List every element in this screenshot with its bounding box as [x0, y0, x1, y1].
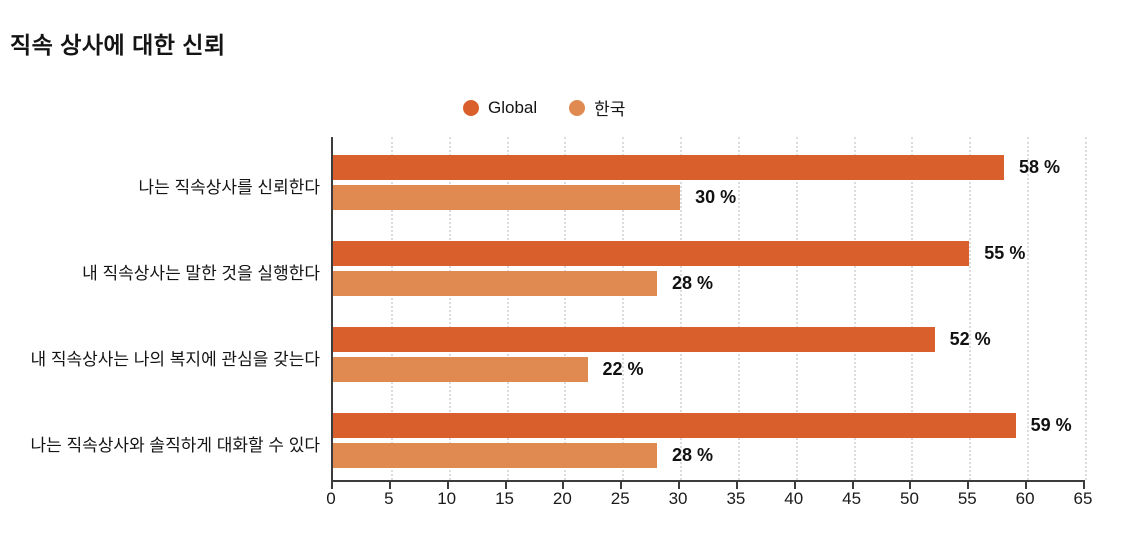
value-label-korea-group-2: 22 % [602, 359, 644, 379]
x-tick-mark-60 [1025, 480, 1028, 489]
x-tick-mark-45 [851, 480, 854, 489]
x-tick-label-25: 25 [610, 489, 630, 508]
gridline-x-25 [622, 137, 625, 480]
x-tick-mark-65 [1083, 480, 1085, 489]
gridline-x-10 [448, 137, 451, 480]
bar-korea-group-1 [333, 271, 657, 296]
bar-korea-group-0 [333, 185, 681, 210]
x-tick-mark-40 [793, 480, 796, 489]
x-tick-label-50: 50 [899, 489, 919, 508]
bar-korea-group-2 [333, 357, 588, 382]
bar-global-group-3 [333, 413, 1016, 438]
x-tick-mark-25 [620, 480, 623, 489]
value-label-korea-group-0: 30 % [695, 187, 737, 207]
legend-item-global: Global [463, 98, 537, 118]
value-label-korea-group-3: 28 % [671, 445, 713, 465]
x-tick-mark-10 [446, 480, 449, 489]
chart-legend: Global 한국 [463, 95, 625, 120]
x-tick-label-45: 45 [842, 489, 862, 508]
gridline-x-20 [564, 137, 567, 480]
bar-global-group-2 [333, 327, 935, 352]
x-tick-label-15: 15 [495, 489, 514, 508]
gridline-x-35 [737, 137, 740, 480]
x-tick-label-30: 30 [668, 489, 688, 508]
gridline-x-45 [853, 137, 856, 480]
legend-label-global: Global [488, 97, 538, 117]
chart-title: 직속 상사에 대한 신뢰 [10, 32, 226, 58]
gridline-x-60 [1027, 137, 1030, 480]
legend-label-korea: 한국 [594, 100, 626, 119]
value-label-global-group-2: 52 % [949, 329, 991, 349]
x-tick-label-20: 20 [552, 489, 572, 508]
x-tick-mark-5 [388, 480, 391, 489]
gridline-x-5 [390, 137, 393, 480]
x-tick-label-60: 60 [1015, 489, 1035, 508]
gridline-x-15 [506, 137, 509, 480]
legend-dot-global-icon [463, 99, 479, 116]
x-tick-label-0: 0 [326, 489, 336, 508]
value-label-korea-group-1: 28 % [671, 273, 713, 293]
x-tick-label-55: 55 [957, 489, 977, 508]
x-tick-mark-20 [562, 480, 565, 489]
gridline-x-65 [1085, 137, 1087, 480]
plot-area: 58 % 30 % 55 % 28 % 52 % 22 % 59 % 28 % [331, 137, 1087, 482]
category-label-1: 내 직속상사는 말한 것을 실행한다 [82, 263, 320, 283]
category-label-0: 나는 직속상사를 신뢰한다 [138, 177, 321, 197]
bar-global-group-0 [333, 155, 1004, 180]
value-label-global-group-3: 59 % [1030, 415, 1072, 435]
gridline-x-40 [795, 137, 798, 480]
gridline-x-50 [911, 137, 914, 480]
legend-dot-korea-icon [569, 99, 586, 116]
category-label-2: 내 직속상사는 나의 복지에 관심을 갖는다 [30, 349, 321, 369]
x-tick-mark-30 [678, 480, 681, 489]
x-tick-label-35: 35 [726, 489, 746, 508]
legend-item-korea: 한국 [569, 95, 625, 120]
value-label-global-group-1: 55 % [984, 243, 1026, 263]
x-tick-mark-35 [735, 480, 738, 489]
x-tick-label-40: 40 [784, 489, 804, 508]
bar-global-group-1 [333, 241, 970, 266]
x-tick-label-65: 65 [1073, 489, 1093, 508]
gridline-x-55 [969, 137, 972, 480]
value-label-global-group-0: 58 % [1019, 157, 1061, 177]
category-label-3: 나는 직속상사와 솔직하게 대화할 수 있다 [30, 435, 321, 455]
x-tick-mark-0 [331, 480, 333, 489]
x-tick-mark-15 [504, 480, 507, 489]
x-tick-mark-55 [967, 480, 970, 489]
x-tick-label-5: 5 [384, 489, 394, 508]
bar-korea-group-3 [333, 443, 657, 468]
x-tick-mark-50 [909, 480, 912, 489]
x-tick-label-10: 10 [437, 489, 457, 508]
gridline-x-30 [680, 137, 683, 480]
